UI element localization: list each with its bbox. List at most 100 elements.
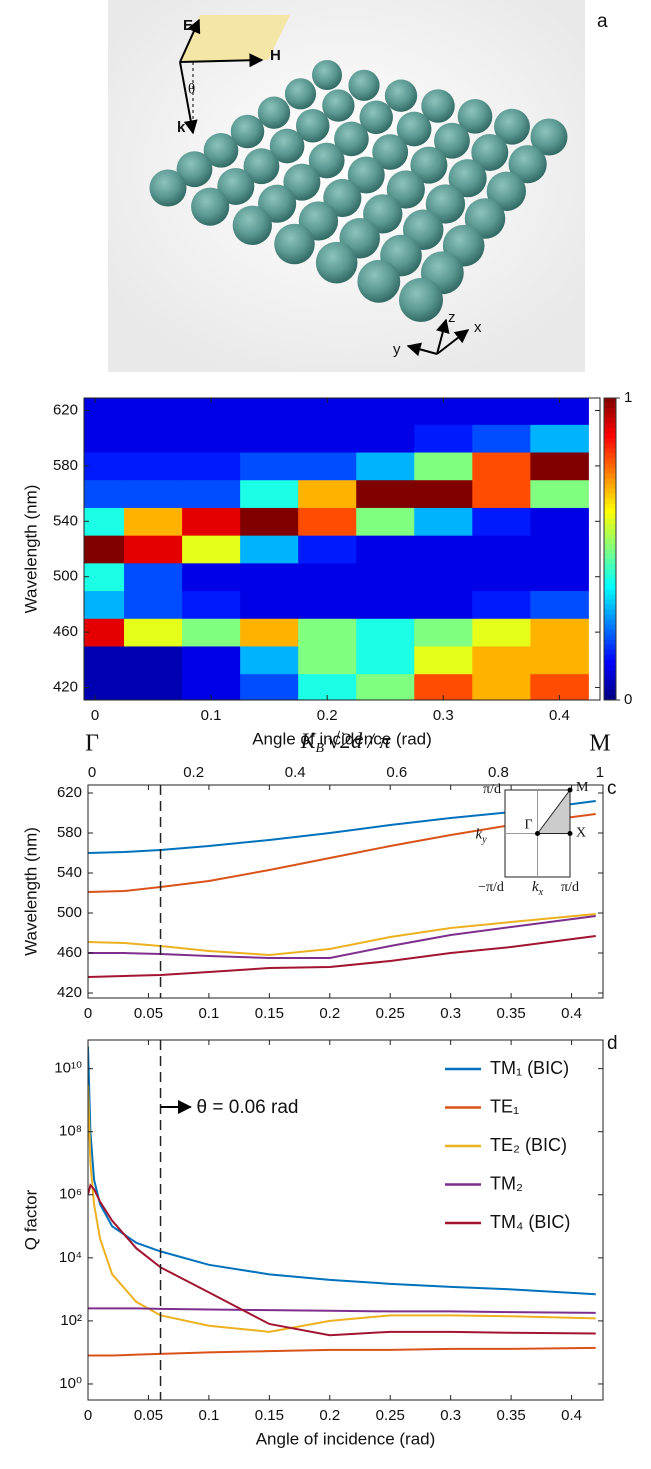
x-tick-label: 0.3 [433,707,454,724]
y-tick-label: 500 [53,568,78,585]
colorbar-segment [604,408,616,414]
heat-cell [182,535,241,564]
y-tick-label: 580 [53,457,78,474]
colorbar-segment [604,604,616,610]
plot-area [88,1046,596,1357]
colorbar-segment [604,428,616,434]
y-tick-label: 10¹⁰ [54,1060,82,1077]
heat-cell [414,507,473,536]
heat-cell [240,645,299,675]
y-tick-label: 580 [57,824,82,841]
axes-frame [87,1039,604,1401]
x2-tick-label: 0.4 [285,764,306,781]
heat-cell [414,618,473,647]
sphere [295,109,330,143]
e-label: E [183,17,193,34]
polarization-plane [180,15,290,62]
series-line [88,913,596,957]
heat-cell [124,424,183,453]
inset-label: Γ [524,818,532,833]
heat-cell [182,645,241,675]
sphere [269,128,305,164]
heat-cell [530,590,589,619]
heat-cell [182,452,241,481]
heat-cell [124,673,183,700]
h-arrow [179,53,264,68]
x-tick-label: 0.4 [561,1407,582,1424]
heat-cell [240,590,299,619]
heat-cell [84,452,125,481]
y-tick-label: 540 [57,864,82,881]
colorbar-segment [604,574,616,580]
zone-point [567,787,573,793]
heat-cell [298,452,357,481]
heat-cell [182,618,241,647]
heat-cell [414,645,473,675]
colorbar-segment [604,488,616,495]
colorbar-segment [604,423,616,429]
colorbar-segment [604,533,616,540]
heat-cell [84,507,125,536]
colorbar-segment [604,584,616,590]
colorbar-segment [604,503,616,510]
heat-cell [298,618,357,647]
x-tick-label: 0.15 [255,1005,284,1022]
sphere [203,133,239,168]
colorbar-segment [604,639,616,646]
heat-cell [356,562,415,592]
series-line [88,915,596,959]
colorbar-tick-label: 0 [624,691,632,708]
annotation: θ = 0.06 rad [197,1097,299,1118]
colorbar-segment [604,528,616,535]
heat-cell [472,618,531,647]
x-tick-label: 0.35 [497,1005,526,1022]
y-tick-label: 500 [57,904,82,921]
sphere [315,241,358,284]
x-tick-label: 0 [91,707,99,724]
heat-cell [530,424,589,453]
x-tick-label: 0.4 [549,707,570,724]
series-line [88,813,596,893]
y-axis-title: Q factor [21,1189,40,1250]
colorbar-segment [604,579,616,585]
inset-label-sub: x [538,887,544,898]
heat-cell [356,424,415,453]
heat-cell [356,590,415,619]
heat-cell [298,424,357,453]
heat-cell [298,535,357,564]
x-tick-label: 0.35 [497,1407,526,1424]
heat-cell [84,590,125,619]
inset-label: X [576,826,586,841]
heat-cell [472,673,531,700]
heat-cell [124,562,183,592]
heat-cell [472,424,531,453]
heat-cell [240,479,299,508]
x2-axis-title: KB √2d / π [300,728,391,756]
inset-label: ky [475,827,487,846]
x-tick-label: 0 [84,1407,92,1424]
colorbar-segment [604,433,616,439]
colorbar-segment [604,448,616,454]
sphere [243,148,280,185]
heat-cell [414,590,473,619]
heat-cell [84,535,125,564]
colorbar-segment [604,518,616,525]
z-label: z [448,309,456,326]
heat-cell [472,590,531,619]
heat-cell [124,398,183,425]
sphere [274,223,315,265]
heat-cell [472,562,531,592]
colorbar-segment [604,418,616,424]
colorbar-segment [604,493,616,500]
heat-cell [124,507,183,536]
heat-cell [84,618,125,647]
panel-letter: c [607,778,617,799]
y-tick-label: 10⁸ [59,1123,82,1140]
colorbar-segment [604,609,616,615]
heat-cell [298,645,357,675]
heat-cell [124,452,183,481]
heat-cell [356,673,415,700]
x2-tick-label: 1 [596,764,604,781]
heat-cell [240,452,299,481]
series-line [88,1346,596,1357]
